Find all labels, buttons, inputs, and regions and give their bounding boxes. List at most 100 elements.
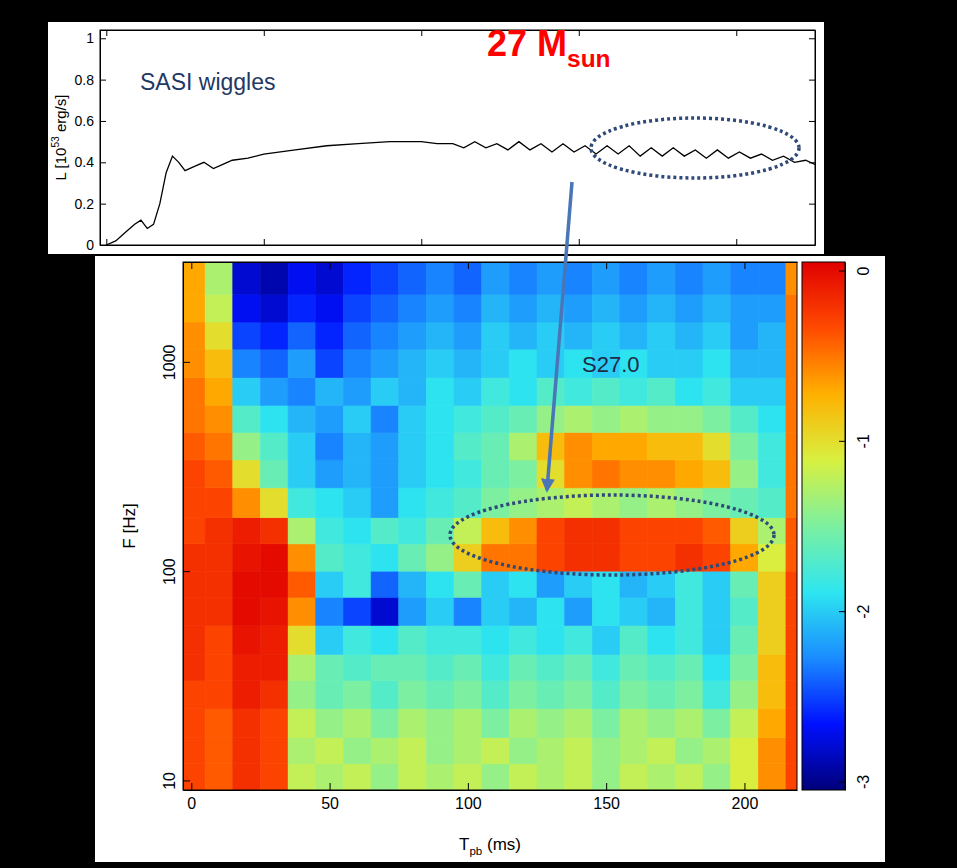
cell: [786, 544, 797, 571]
cell: [288, 378, 316, 406]
cell: [537, 378, 565, 406]
cell: [675, 405, 703, 432]
cell: [731, 294, 759, 322]
cell: [565, 460, 593, 488]
cell: [371, 625, 399, 654]
cell: [371, 460, 399, 488]
cell: [703, 294, 731, 322]
cell: [183, 654, 205, 680]
tick: 100: [455, 783, 482, 812]
cell: [731, 544, 759, 571]
cell: [786, 349, 797, 378]
cell: [786, 460, 797, 488]
cell: [703, 597, 731, 625]
cell: [343, 294, 371, 322]
cell: [675, 654, 703, 680]
cell: [758, 709, 786, 738]
cell: [731, 460, 759, 488]
cell: [482, 764, 510, 790]
cell: [371, 349, 399, 378]
cell: [648, 518, 676, 544]
cell: [703, 738, 731, 764]
cell: [260, 544, 288, 571]
cell: [399, 405, 427, 432]
cell: [731, 405, 759, 432]
cell: [620, 322, 648, 349]
cell: [758, 432, 786, 459]
cell: [592, 488, 620, 518]
cell: [233, 262, 261, 294]
cell: [233, 349, 261, 378]
chart: 00.20.40.60.81L [1053 erg/s]SASI wiggles…: [0, 0, 957, 868]
cell: [509, 378, 537, 406]
cell: [509, 518, 537, 544]
cell: [316, 571, 344, 597]
cell: [426, 405, 454, 432]
cell: [371, 294, 399, 322]
tick-label: 150: [593, 795, 620, 812]
cell: [565, 654, 593, 680]
cell: [233, 597, 261, 625]
cell: [426, 294, 454, 322]
tick-mark: [839, 441, 845, 442]
cell: [316, 544, 344, 571]
cell: [786, 518, 797, 544]
cell: [426, 460, 454, 488]
cell: [565, 378, 593, 406]
cell: [316, 654, 344, 680]
cell: [233, 488, 261, 518]
cell: [426, 764, 454, 790]
cell: [592, 378, 620, 406]
cell: [509, 681, 537, 709]
cell: [426, 738, 454, 764]
cell: [592, 681, 620, 709]
tick-mark: [330, 262, 331, 269]
cell: [537, 654, 565, 680]
cell: [426, 322, 454, 349]
cell: [371, 764, 399, 790]
cell: [675, 262, 703, 294]
cell: [620, 764, 648, 790]
cell: [316, 764, 344, 790]
cell: [260, 488, 288, 518]
cell: [786, 405, 797, 432]
cell: [537, 597, 565, 625]
axis: 101001000: [161, 263, 190, 791]
tick-label: 0.6: [75, 113, 95, 129]
cell: [399, 322, 427, 349]
tick: [809, 80, 815, 81]
panel-background: [95, 256, 885, 862]
cell: [703, 405, 731, 432]
highlight-ellipse: [450, 495, 774, 575]
tick-label: 200: [732, 795, 759, 812]
cell: [592, 518, 620, 544]
cell: [343, 709, 371, 738]
cell: [648, 322, 676, 349]
cell: [288, 432, 316, 459]
tick-mark: [106, 30, 107, 36]
cell: [426, 378, 454, 406]
cell: [620, 488, 648, 518]
cell: [482, 654, 510, 680]
cell: [758, 654, 786, 680]
cell: [454, 262, 482, 294]
cell: [288, 322, 316, 349]
arrow: [547, 182, 572, 490]
cell: [675, 518, 703, 544]
axis-line: [815, 31, 816, 246]
cell: [205, 654, 233, 680]
tick-mark: [839, 611, 845, 612]
cell: [620, 262, 648, 294]
cell: [233, 322, 261, 349]
cell: [316, 405, 344, 432]
cell: [399, 349, 427, 378]
cell: [233, 709, 261, 738]
cell: [703, 654, 731, 680]
cell: [675, 709, 703, 738]
cell: [233, 764, 261, 790]
tick-label: 0.4: [75, 154, 95, 170]
annotation: SASI wiggles: [140, 69, 276, 95]
axis: [101, 239, 816, 246]
cell: [482, 625, 510, 654]
axis-line: [100, 31, 101, 246]
